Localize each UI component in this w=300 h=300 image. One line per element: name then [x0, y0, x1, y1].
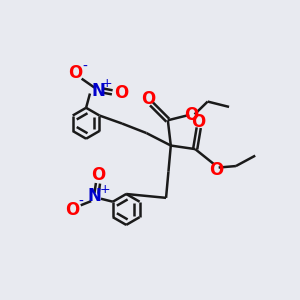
Text: -: -	[78, 195, 83, 209]
Text: O: O	[91, 166, 105, 184]
Text: +: +	[100, 183, 110, 196]
Text: O: O	[65, 201, 79, 219]
Text: +: +	[102, 76, 112, 90]
Text: N: N	[91, 82, 105, 100]
Text: O: O	[184, 106, 199, 124]
Text: O: O	[141, 90, 155, 108]
Text: -: -	[82, 60, 87, 74]
Text: O: O	[68, 64, 82, 82]
Text: O: O	[192, 113, 206, 131]
Text: O: O	[114, 84, 128, 102]
Text: O: O	[209, 160, 224, 178]
Text: N: N	[87, 188, 101, 206]
